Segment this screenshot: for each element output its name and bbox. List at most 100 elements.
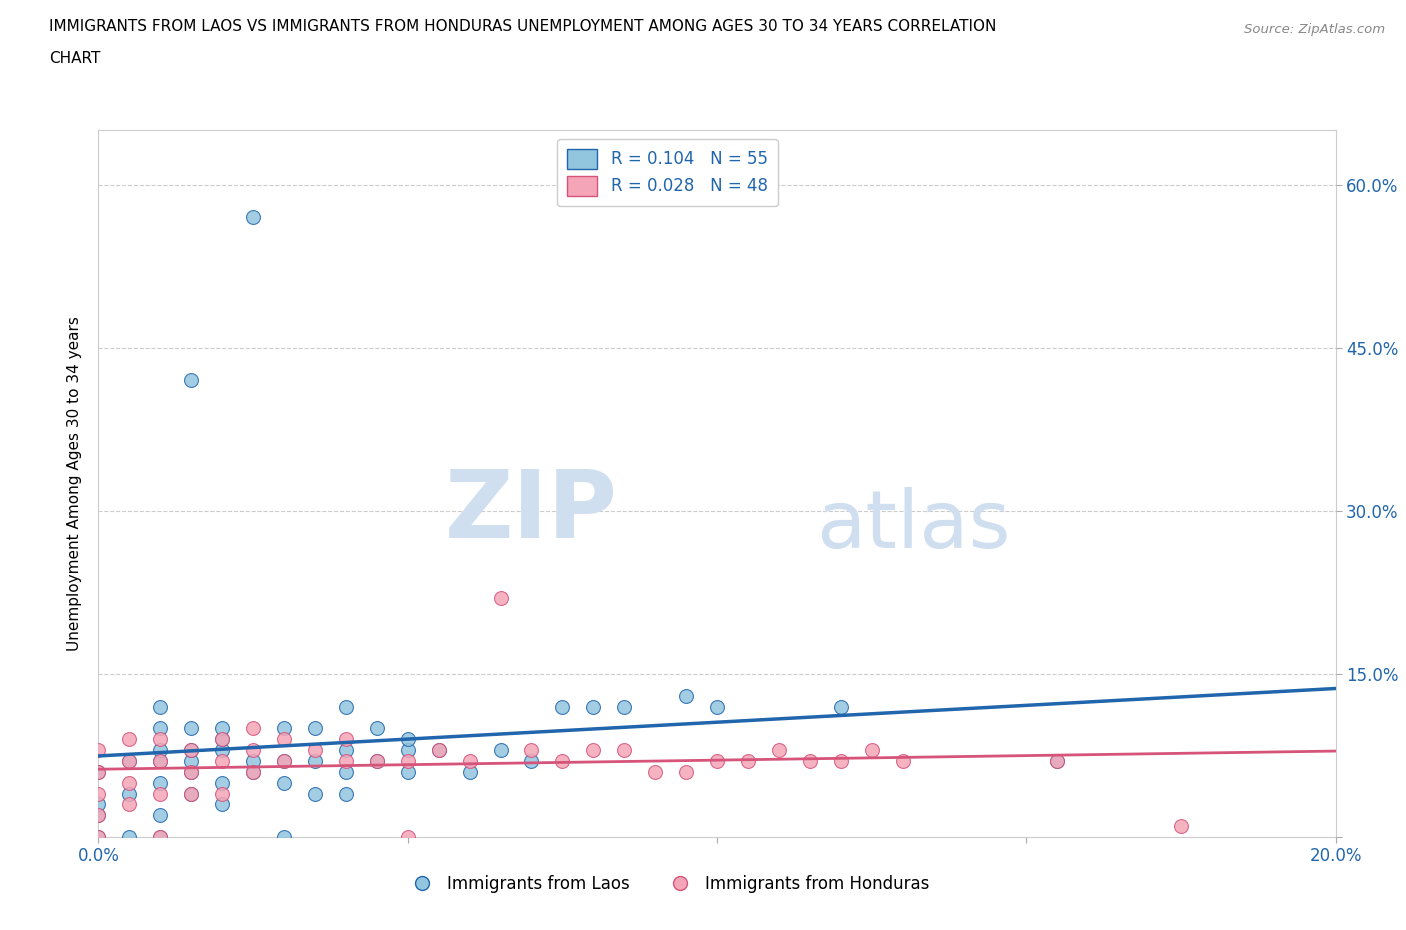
Point — [427, 742, 450, 757]
Point — [335, 699, 357, 714]
Point — [211, 732, 233, 747]
Point — [830, 753, 852, 768]
Text: Source: ZipAtlas.com: Source: ZipAtlas.com — [1244, 23, 1385, 36]
Point — [520, 753, 543, 768]
Point — [304, 721, 326, 736]
Point — [149, 753, 172, 768]
Point — [149, 753, 172, 768]
Point — [304, 786, 326, 801]
Point — [737, 753, 759, 768]
Point — [396, 753, 419, 768]
Point — [180, 742, 202, 757]
Text: CHART: CHART — [49, 51, 101, 66]
Point — [149, 732, 172, 747]
Point — [396, 830, 419, 844]
Point — [118, 776, 141, 790]
Point — [87, 808, 110, 823]
Point — [830, 699, 852, 714]
Point — [273, 732, 295, 747]
Point — [149, 742, 172, 757]
Point — [706, 753, 728, 768]
Point — [458, 764, 481, 779]
Text: IMMIGRANTS FROM LAOS VS IMMIGRANTS FROM HONDURAS UNEMPLOYMENT AMONG AGES 30 TO 3: IMMIGRANTS FROM LAOS VS IMMIGRANTS FROM … — [49, 19, 997, 33]
Text: ZIP: ZIP — [446, 466, 619, 558]
Point — [675, 688, 697, 703]
Point — [180, 753, 202, 768]
Point — [242, 742, 264, 757]
Point — [87, 764, 110, 779]
Point — [335, 732, 357, 747]
Point — [211, 753, 233, 768]
Point — [87, 830, 110, 844]
Point — [396, 732, 419, 747]
Point — [87, 830, 110, 844]
Point — [366, 753, 388, 768]
Point — [644, 764, 666, 779]
Point — [335, 786, 357, 801]
Point — [273, 753, 295, 768]
Point — [242, 764, 264, 779]
Point — [427, 742, 450, 757]
Point — [211, 776, 233, 790]
Point — [211, 797, 233, 812]
Point — [273, 776, 295, 790]
Point — [242, 210, 264, 225]
Point — [149, 786, 172, 801]
Point — [1046, 753, 1069, 768]
Point — [1170, 818, 1192, 833]
Point — [242, 721, 264, 736]
Point — [211, 721, 233, 736]
Point — [180, 786, 202, 801]
Point — [366, 753, 388, 768]
Legend: Immigrants from Laos, Immigrants from Honduras: Immigrants from Laos, Immigrants from Ho… — [399, 868, 936, 899]
Point — [396, 764, 419, 779]
Point — [180, 721, 202, 736]
Point — [273, 753, 295, 768]
Point — [180, 764, 202, 779]
Point — [87, 764, 110, 779]
Point — [180, 764, 202, 779]
Point — [489, 591, 512, 605]
Text: atlas: atlas — [815, 487, 1011, 565]
Point — [180, 742, 202, 757]
Point — [335, 742, 357, 757]
Point — [118, 753, 141, 768]
Y-axis label: Unemployment Among Ages 30 to 34 years: Unemployment Among Ages 30 to 34 years — [67, 316, 83, 651]
Point — [489, 742, 512, 757]
Point — [860, 742, 883, 757]
Point — [242, 764, 264, 779]
Point — [675, 764, 697, 779]
Point — [118, 797, 141, 812]
Point — [304, 742, 326, 757]
Point — [211, 786, 233, 801]
Point — [149, 830, 172, 844]
Point — [273, 721, 295, 736]
Point — [118, 830, 141, 844]
Point — [335, 764, 357, 779]
Point — [458, 753, 481, 768]
Point — [799, 753, 821, 768]
Point — [706, 699, 728, 714]
Point — [396, 742, 419, 757]
Point — [211, 742, 233, 757]
Point — [118, 732, 141, 747]
Point — [87, 742, 110, 757]
Point — [180, 786, 202, 801]
Point — [242, 753, 264, 768]
Point — [149, 808, 172, 823]
Point — [149, 776, 172, 790]
Point — [304, 753, 326, 768]
Point — [180, 373, 202, 388]
Point — [149, 721, 172, 736]
Point — [118, 786, 141, 801]
Point — [551, 699, 574, 714]
Point — [891, 753, 914, 768]
Point — [273, 830, 295, 844]
Point — [87, 786, 110, 801]
Point — [87, 808, 110, 823]
Point — [335, 753, 357, 768]
Point — [582, 742, 605, 757]
Point — [551, 753, 574, 768]
Point — [582, 699, 605, 714]
Point — [211, 732, 233, 747]
